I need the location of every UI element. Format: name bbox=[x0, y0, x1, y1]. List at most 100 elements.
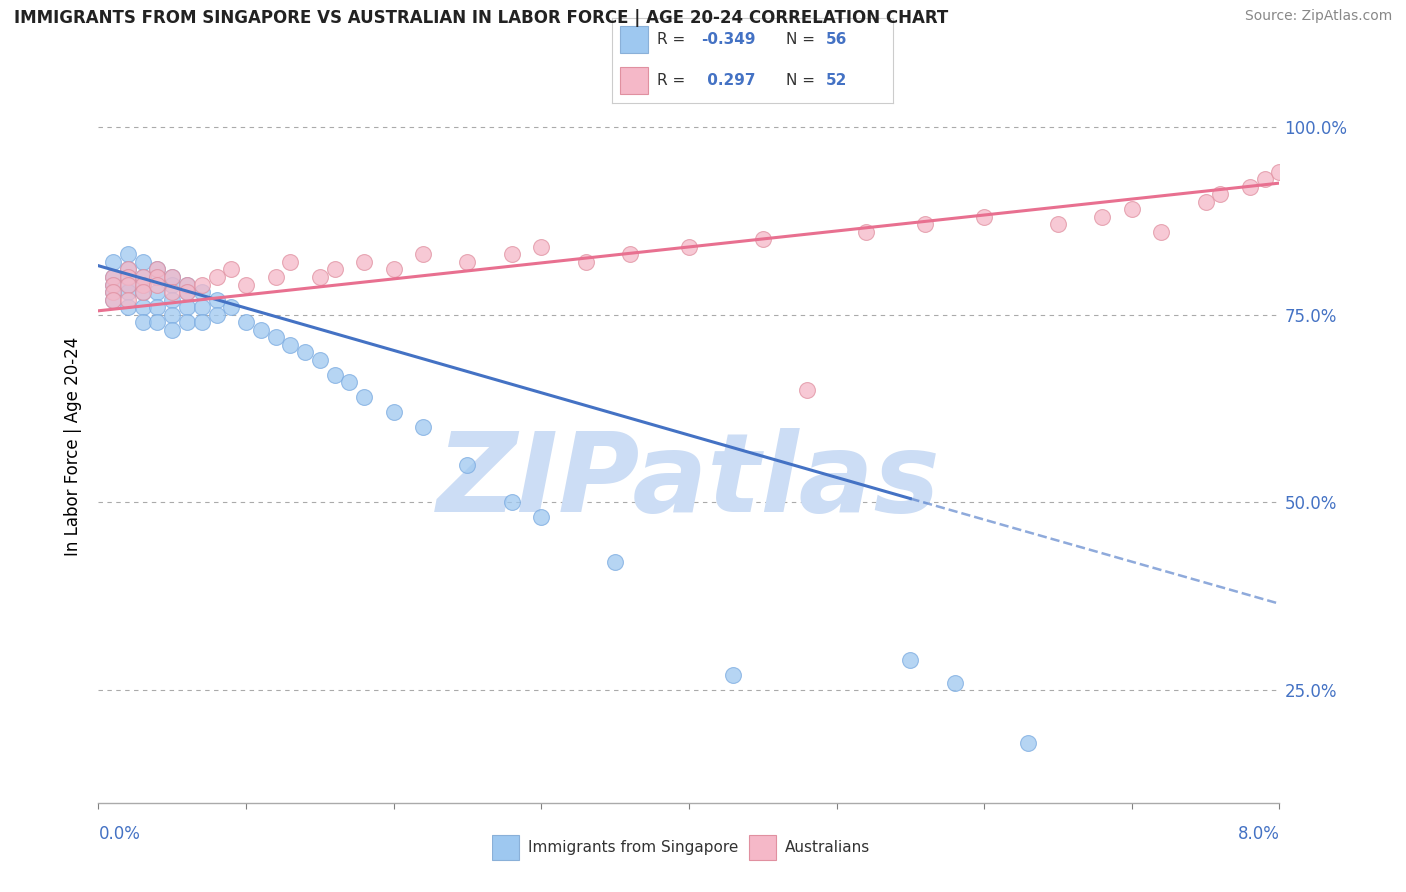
Point bbox=[278, 255, 302, 269]
Point bbox=[117, 277, 139, 292]
Point bbox=[132, 255, 155, 269]
Point bbox=[1312, 142, 1334, 156]
Point bbox=[146, 270, 169, 285]
Point bbox=[132, 285, 155, 299]
Point bbox=[103, 277, 125, 292]
Point bbox=[132, 270, 155, 285]
Text: Australians: Australians bbox=[785, 840, 870, 855]
Point bbox=[103, 293, 125, 307]
Point bbox=[323, 368, 346, 382]
Point bbox=[353, 390, 375, 404]
Point bbox=[530, 510, 553, 524]
Text: 8.0%: 8.0% bbox=[1237, 825, 1279, 843]
Text: R =: R = bbox=[657, 73, 685, 88]
Point bbox=[176, 285, 198, 299]
Text: N =: N = bbox=[786, 73, 815, 88]
Text: IMMIGRANTS FROM SINGAPORE VS AUSTRALIAN IN LABOR FORCE | AGE 20-24 CORRELATION C: IMMIGRANTS FROM SINGAPORE VS AUSTRALIAN … bbox=[14, 9, 948, 27]
Point bbox=[146, 300, 169, 314]
Point bbox=[146, 262, 169, 277]
Y-axis label: In Labor Force | Age 20-24: In Labor Force | Age 20-24 bbox=[65, 336, 83, 556]
Point bbox=[162, 308, 183, 322]
Point bbox=[103, 255, 125, 269]
Point bbox=[1298, 150, 1320, 164]
Point bbox=[264, 270, 287, 285]
Point bbox=[501, 495, 523, 509]
Point bbox=[456, 255, 478, 269]
Point bbox=[1121, 202, 1143, 217]
Point bbox=[1046, 218, 1069, 232]
Point bbox=[146, 262, 169, 277]
Point bbox=[294, 345, 316, 359]
Point bbox=[1091, 210, 1114, 224]
Point bbox=[456, 458, 478, 472]
Text: 0.297: 0.297 bbox=[702, 73, 755, 88]
Point bbox=[191, 277, 214, 292]
Point bbox=[176, 277, 198, 292]
Point bbox=[117, 247, 139, 261]
Point bbox=[205, 293, 228, 307]
Point bbox=[382, 405, 405, 419]
Point bbox=[235, 277, 257, 292]
Point bbox=[1239, 179, 1261, 194]
Point bbox=[103, 270, 125, 285]
Point bbox=[205, 308, 228, 322]
Point bbox=[117, 262, 139, 277]
Point bbox=[132, 285, 155, 299]
Point bbox=[146, 285, 169, 299]
Point bbox=[678, 240, 700, 254]
Point bbox=[1209, 187, 1232, 202]
Point bbox=[219, 262, 242, 277]
Point bbox=[796, 383, 818, 397]
Point bbox=[117, 300, 139, 314]
Text: Immigrants from Singapore: Immigrants from Singapore bbox=[529, 840, 738, 855]
Text: N =: N = bbox=[786, 32, 815, 47]
Point bbox=[146, 270, 169, 285]
Point bbox=[235, 315, 257, 329]
Text: ZIPatlas: ZIPatlas bbox=[437, 428, 941, 535]
Point bbox=[530, 240, 553, 254]
Point bbox=[117, 270, 139, 285]
Point bbox=[176, 277, 198, 292]
Point bbox=[191, 285, 214, 299]
Point bbox=[132, 315, 155, 329]
Point bbox=[162, 322, 183, 336]
Text: R =: R = bbox=[657, 32, 685, 47]
Point bbox=[132, 300, 155, 314]
Point bbox=[103, 285, 125, 299]
Point bbox=[219, 300, 242, 314]
Text: 0.0%: 0.0% bbox=[98, 825, 141, 843]
Point bbox=[117, 285, 139, 299]
Point bbox=[250, 322, 273, 336]
Text: Source: ZipAtlas.com: Source: ZipAtlas.com bbox=[1244, 9, 1392, 23]
Point bbox=[176, 300, 198, 314]
Point bbox=[103, 270, 125, 285]
Point bbox=[1254, 172, 1277, 186]
Point bbox=[1268, 165, 1291, 179]
Point bbox=[162, 270, 183, 285]
Point bbox=[308, 270, 332, 285]
Point bbox=[1282, 157, 1305, 171]
FancyBboxPatch shape bbox=[620, 67, 648, 95]
FancyBboxPatch shape bbox=[748, 835, 776, 860]
Point bbox=[205, 270, 228, 285]
Point bbox=[264, 330, 287, 344]
Point bbox=[191, 300, 214, 314]
Text: 56: 56 bbox=[825, 32, 846, 47]
Point bbox=[337, 375, 360, 389]
Point bbox=[353, 255, 375, 269]
Text: 52: 52 bbox=[825, 73, 846, 88]
Point bbox=[1194, 194, 1216, 209]
Point bbox=[162, 285, 183, 299]
Point bbox=[117, 277, 139, 292]
Point bbox=[973, 210, 995, 224]
Point bbox=[117, 270, 139, 285]
Point bbox=[501, 247, 523, 261]
FancyBboxPatch shape bbox=[620, 27, 648, 54]
Point bbox=[721, 668, 744, 682]
Point bbox=[191, 315, 214, 329]
Point bbox=[103, 285, 125, 299]
Point bbox=[412, 247, 434, 261]
Point bbox=[162, 277, 183, 292]
Point bbox=[943, 675, 966, 690]
Point bbox=[914, 218, 936, 232]
